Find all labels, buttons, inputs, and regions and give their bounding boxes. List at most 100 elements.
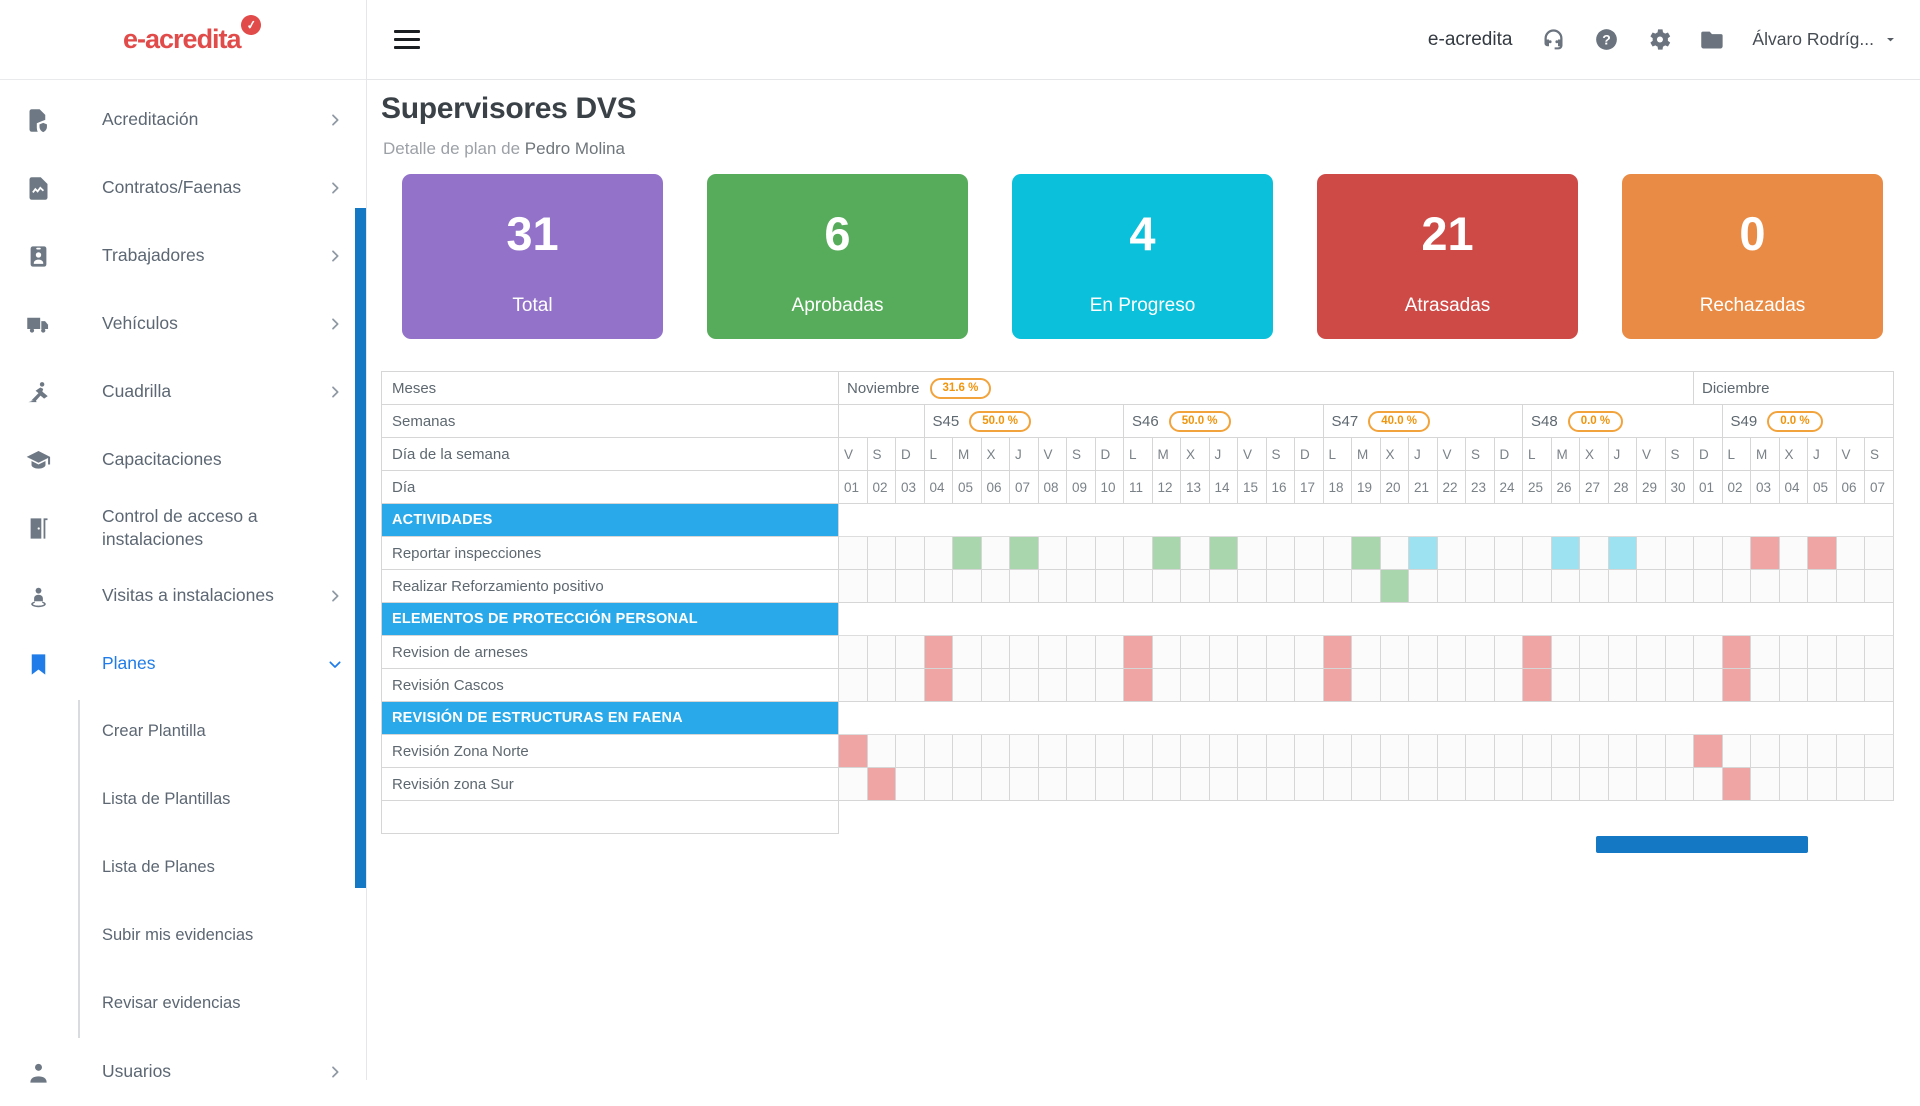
gantt-task-cell — [1808, 537, 1837, 570]
gantt-day-16: 16 — [1266, 471, 1295, 504]
gantt-task-cell — [1323, 768, 1352, 801]
gantt-dow-35: J — [1808, 438, 1837, 471]
gantt-month-noviembre: Noviembre 31.6 % — [839, 372, 1694, 405]
sidebar-item-contratos-faenas[interactable]: Contratos/Faenas — [0, 154, 366, 222]
headset-icon[interactable] — [1540, 26, 1567, 53]
sidebar-item-subir-mis-evidencias[interactable]: Subir mis evidencias — [0, 902, 366, 970]
stat-card-label: Total — [512, 295, 553, 316]
sidebar-item-crear-plantilla[interactable]: Crear Plantilla — [0, 698, 366, 766]
gantt-header-meses: Meses — [382, 372, 839, 405]
gantt-dow-13: X — [1181, 438, 1210, 471]
gantt-task-cell — [1152, 735, 1181, 768]
gantt-header-dia-semana: Día de la semana — [382, 438, 839, 471]
gantt-day-14: 14 — [1209, 471, 1238, 504]
gantt-day-15: 15 — [1238, 471, 1267, 504]
folder-icon[interactable] — [1699, 26, 1726, 53]
gantt-task-cell — [1580, 768, 1609, 801]
gantt-task-cell — [1494, 570, 1523, 603]
gantt-task-cell — [1608, 636, 1637, 669]
gantt-dow-12: M — [1152, 438, 1181, 471]
sidebar-item-label: Planes — [102, 653, 156, 674]
gantt-dow-29: V — [1637, 438, 1666, 471]
gantt-task-cell — [1209, 735, 1238, 768]
gantt-day-27: 27 — [1580, 471, 1609, 504]
sidebar-item-vehiculos[interactable]: Vehículos — [0, 290, 366, 358]
gantt-task-cell — [1181, 570, 1210, 603]
gantt-task-cell — [1751, 537, 1780, 570]
sidebar-item-lista-de-planes[interactable]: Lista de Planes — [0, 834, 366, 902]
gantt-task-cell — [1295, 570, 1324, 603]
sidebar-item-label: Visitas a instalaciones — [102, 585, 274, 606]
gantt-task-cell — [1551, 636, 1580, 669]
gantt-dow-14: J — [1209, 438, 1238, 471]
sidebar-item-revisar-evidencias[interactable]: Revisar evidencias — [0, 970, 366, 1038]
gantt-dow-2: S — [867, 438, 896, 471]
sidebar-item-label: Trabajadores — [102, 245, 205, 266]
gantt-task-cell — [1380, 570, 1409, 603]
gantt-task-cell — [924, 768, 953, 801]
gantt-dow-6: X — [981, 438, 1010, 471]
gantt-task-cell — [1409, 768, 1438, 801]
gantt-month-diciembre: Diciembre — [1694, 372, 1894, 405]
gantt-task-cell — [1266, 570, 1295, 603]
gantt-week-S47: S47 40.0 % — [1323, 405, 1523, 438]
sidebar-item-planes[interactable]: Planes — [0, 630, 366, 698]
help-icon[interactable]: ? — [1593, 26, 1620, 53]
gantt-task-cell — [1409, 735, 1438, 768]
gantt-task-cell — [1608, 669, 1637, 702]
app-logo[interactable]: e-acredita ✓ — [123, 13, 262, 55]
sidebar-logo-area: e-acredita ✓ — [0, 0, 366, 80]
gantt-task-cell — [1608, 768, 1637, 801]
gantt-task-cell — [1665, 735, 1694, 768]
sidebar-item-control-de-acceso[interactable]: Control de acceso a instalaciones — [0, 494, 366, 562]
user-menu[interactable]: Álvaro Rodríg... — [1752, 29, 1898, 50]
caret-down-icon — [1883, 32, 1898, 47]
gantt-header-dia: Día — [382, 471, 839, 504]
gantt-task-label: Revisión zona Sur — [382, 768, 839, 801]
sidebar-item-trabajadores[interactable]: Trabajadores — [0, 222, 366, 290]
stat-card-en-progreso: 4 En Progreso — [1012, 174, 1273, 339]
gantt-task-cell — [1010, 735, 1039, 768]
gantt-task-cell — [1865, 570, 1894, 603]
gantt-task-cell — [896, 636, 925, 669]
gantt-task-cell — [1523, 669, 1552, 702]
gantt-day-31: 01 — [1694, 471, 1723, 504]
gantt-task-cell — [1352, 537, 1381, 570]
hamburger-menu-icon[interactable] — [394, 30, 420, 49]
gantt-task-cell — [1694, 768, 1723, 801]
gantt-horizontal-scrollbar[interactable] — [1596, 836, 1808, 853]
gantt-day-19: 19 — [1352, 471, 1381, 504]
gantt-task-cell — [1523, 735, 1552, 768]
gantt-task-cell — [1124, 768, 1153, 801]
sidebar-item-cuadrilla[interactable]: Cuadrilla — [0, 358, 366, 426]
gantt-task-cell — [839, 537, 868, 570]
page-title: Supervisores DVS — [381, 92, 637, 125]
sidebar-item-lista-de-plantillas[interactable]: Lista de Plantillas — [0, 766, 366, 834]
gantt-task-cell — [1095, 669, 1124, 702]
submenu-indent-line — [78, 700, 80, 1038]
gantt-task-cell — [1836, 768, 1865, 801]
gantt-task-cell — [1124, 669, 1153, 702]
sidebar-item-label: Acreditación — [102, 109, 199, 130]
sidebar-item-capacitaciones[interactable]: Capacitaciones — [0, 426, 366, 494]
gantt-task-cell — [1181, 735, 1210, 768]
gantt-task-cell — [1380, 768, 1409, 801]
sidebar-item-usuarios[interactable]: Usuarios — [0, 1038, 366, 1106]
gantt-task-cell — [1181, 636, 1210, 669]
settings-gear-icon[interactable] — [1646, 26, 1673, 53]
gantt-task-cell — [1751, 570, 1780, 603]
gantt-header-semanas: Semanas — [382, 405, 839, 438]
gantt-dow-15: V — [1238, 438, 1267, 471]
sidebar-item-acreditacion[interactable]: Acreditación — [0, 86, 366, 154]
gantt-task-cell — [1038, 735, 1067, 768]
gantt-task-cell — [953, 537, 982, 570]
sidebar-nav: Acreditación Contratos/Faenas Trabajadores… — [0, 86, 366, 1106]
gantt-task-cell — [1722, 570, 1751, 603]
gantt-task-cell — [1779, 735, 1808, 768]
sidebar-item-visitas[interactable]: Visitas a instalaciones — [0, 562, 366, 630]
sidebar-scrollbar[interactable] — [355, 208, 366, 888]
chevron-right-icon — [327, 588, 343, 604]
gantt-dow-5: M — [953, 438, 982, 471]
gantt-task-cell — [896, 669, 925, 702]
gantt-empty-row-fill — [839, 801, 1894, 834]
